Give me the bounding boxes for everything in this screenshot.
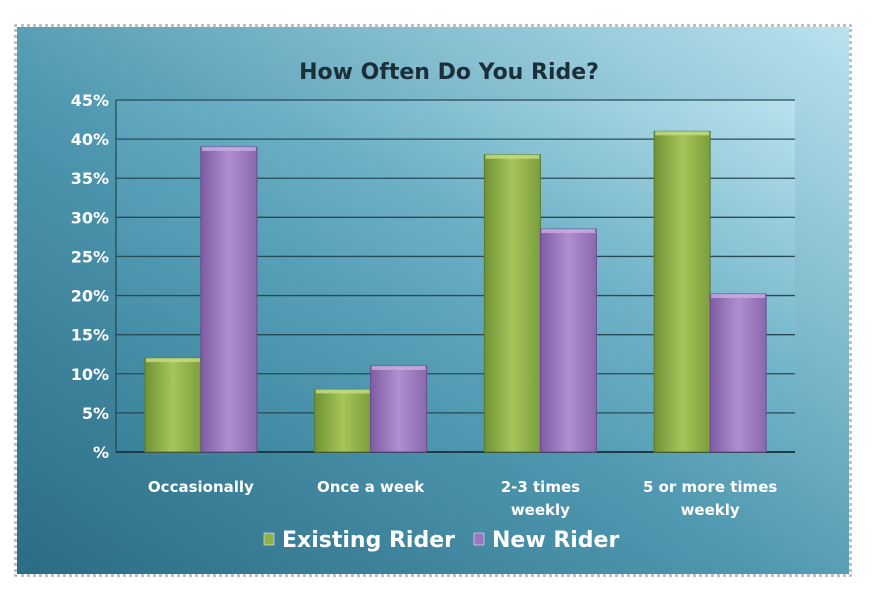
bar-highlight (371, 365, 426, 370)
y-axis-ticks: % 5% 10% 15% 20% 25% 30% 35% 40% 45% (71, 91, 109, 462)
bar-highlight (145, 358, 200, 363)
y-tick-label: 15% (71, 326, 109, 345)
bar-new-rider (709, 293, 767, 453)
y-tick-label: % (93, 443, 109, 462)
y-tick-label: 45% (71, 91, 109, 110)
x-category-label: Occasionally (148, 478, 254, 496)
bar-highlight (201, 146, 256, 151)
chart: How Often Do You Ride? % 5% 10% 15% 20% 25% 30… (17, 27, 849, 574)
bar-highlight (485, 154, 540, 159)
bar-highlight (655, 131, 710, 136)
y-tick-label: 10% (71, 365, 109, 384)
y-tick-label: 30% (71, 208, 109, 227)
y-tick-label: 5% (82, 404, 109, 423)
bar-highlight (711, 293, 766, 298)
y-tick-label: 20% (71, 287, 109, 306)
legend: Existing Rider New Rider (263, 528, 619, 553)
bar-existing-rider (653, 130, 711, 453)
bar-highlight (541, 229, 596, 234)
y-tick-label: 25% (71, 247, 109, 266)
y-tick-label: 40% (71, 130, 109, 149)
x-axis-categories: Occasionally Once a week 2-3 times weekly 5 … (148, 478, 777, 519)
bars (144, 130, 767, 453)
bar-existing-rider (483, 154, 541, 453)
x-category-label: 5 or more times weekly (643, 478, 777, 519)
bar-existing-rider (314, 388, 372, 453)
chart-title: How Often Do You Ride? (299, 60, 599, 85)
x-category-label: Once a week (317, 478, 425, 496)
legend-label: New Rider (492, 528, 619, 553)
x-category-label: 2-3 times weekly (501, 478, 580, 519)
legend-swatch (263, 532, 275, 546)
bar-existing-rider (144, 357, 202, 453)
bar-new-rider (539, 228, 597, 453)
bar-new-rider (200, 146, 258, 453)
legend-swatch (473, 532, 485, 546)
y-tick-label: 35% (71, 169, 109, 188)
bar-new-rider (370, 365, 428, 453)
legend-label: Existing Rider (282, 528, 455, 553)
chart-frame (14, 24, 852, 577)
bar-highlight (315, 389, 370, 394)
